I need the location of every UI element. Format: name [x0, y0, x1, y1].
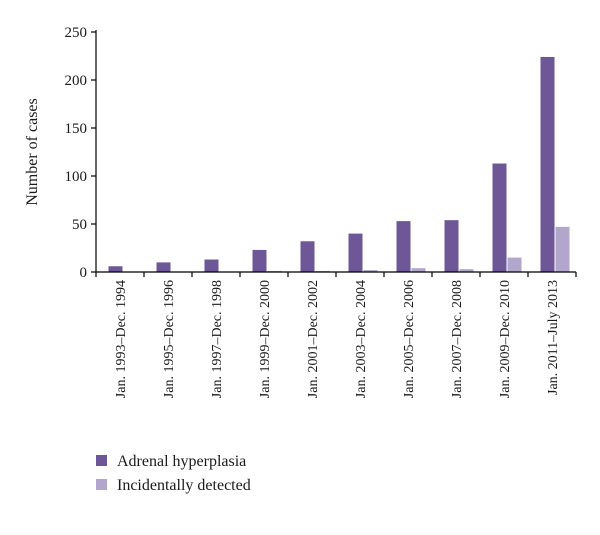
y-axis-label: Number of cases: [24, 98, 41, 206]
x-category-label: Jan. 2003–Dec. 2004: [354, 280, 369, 398]
x-category-label: Jan. 2001–Dec. 2002: [306, 280, 321, 398]
x-category-label: Jan. 1999–Dec. 2000: [258, 280, 273, 398]
bar-adrenal-hyperplasia: [540, 56, 555, 273]
x-category-label: Jan. 1995–Dec. 1996: [162, 280, 177, 398]
legend: Adrenal hyperplasia Incidentally detected: [96, 453, 251, 494]
y-tick-label: 150: [65, 121, 88, 137]
bar-adrenal-hyperplasia: [444, 220, 459, 272]
bar-adrenal-hyperplasia: [300, 241, 315, 272]
bar-incidentally-detected: [507, 257, 522, 272]
x-category-label: Jan. 2007–Dec. 2008: [450, 280, 465, 398]
bar-adrenal-hyperplasia: [204, 259, 219, 272]
x-category-label: Jan. 2009–Dec. 2010: [498, 280, 513, 398]
bars-layer: [108, 56, 570, 273]
y-tick-label: 200: [65, 73, 88, 89]
legend-label: Incidentally detected: [117, 477, 251, 494]
y-ticks: 0 50 100 150 200 250: [65, 25, 96, 281]
bar-adrenal-hyperplasia: [348, 233, 363, 272]
legend-label: Adrenal hyperplasia: [117, 453, 246, 470]
y-tick-label: 0: [80, 265, 88, 281]
x-ticks: Jan. 1993–Dec. 1994 Jan. 1995–Dec. 1996 Ja…: [95, 272, 577, 398]
bar-incidentally-detected: [411, 268, 426, 272]
bar-adrenal-hyperplasia: [252, 249, 267, 272]
bar-incidentally-detected: [555, 226, 570, 272]
x-category-label: Jan. 1993–Dec. 1994: [114, 280, 129, 398]
x-category-label: Jan. 2005–Dec. 2006: [402, 280, 417, 398]
x-category-label: Jan. 1997–Dec. 1998: [210, 280, 225, 398]
x-category-label: Jan. 2011–July 2013: [546, 280, 561, 395]
y-tick-label: 250: [65, 25, 88, 41]
y-tick-label: 50: [72, 217, 87, 233]
bar-adrenal-hyperplasia: [396, 221, 411, 272]
bar-incidentally-detected: [363, 270, 378, 272]
legend-swatch: [96, 455, 107, 466]
bar-incidentally-detected: [459, 269, 474, 272]
bar-adrenal-hyperplasia: [492, 163, 507, 272]
legend-swatch: [96, 479, 107, 490]
bar-adrenal-hyperplasia: [156, 262, 171, 272]
bar-adrenal-hyperplasia: [108, 266, 123, 272]
y-tick-label: 100: [65, 169, 88, 185]
